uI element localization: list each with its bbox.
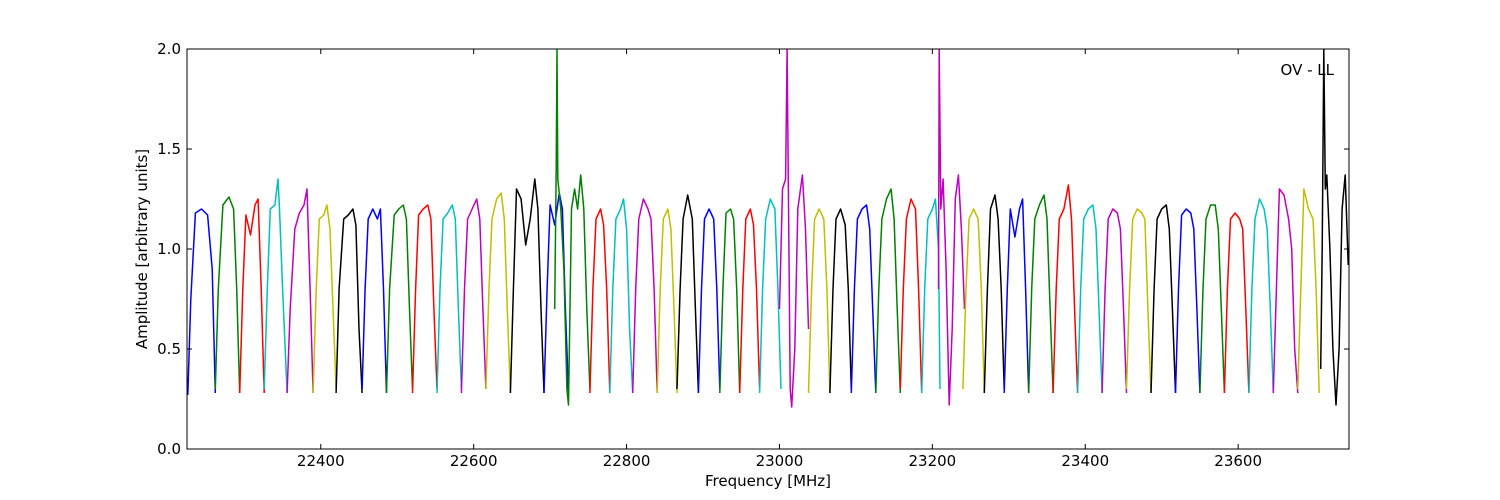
y-tick-label: 0.5 (157, 340, 181, 358)
series-line-1 (187, 208, 217, 396)
series-line-3 (238, 198, 265, 394)
x-tick-label: 22600 (450, 452, 498, 470)
series-line-17 (589, 208, 611, 394)
x-axis-label: Frequency [MHz] (705, 472, 831, 490)
x-tick-label: 22800 (603, 452, 651, 470)
series-line-34 (962, 208, 986, 394)
series-line-8 (361, 208, 388, 394)
series-line-14 (509, 178, 545, 394)
series-line-28 (829, 208, 853, 394)
series-line-27 (807, 208, 831, 394)
series-line-42 (1150, 204, 1177, 394)
series-line-44 (1199, 204, 1226, 394)
plot-annotation: OV - LL (1281, 61, 1335, 79)
tick-layer: 22400 22600 22800 23000 23200 23400 23600 0.0 0.… (157, 40, 1349, 470)
x-tick-label: 23400 (1061, 452, 1109, 470)
series-line-18 (609, 198, 634, 394)
series-line-48 (1297, 188, 1320, 394)
series-line-37 (1027, 194, 1054, 394)
y-tick-label: 0.0 (157, 440, 181, 458)
series-line-26 (778, 49, 810, 408)
y-tick-label: 1.0 (157, 240, 181, 258)
series-line-19 (631, 198, 658, 394)
x-tick-label: 23000 (756, 452, 804, 470)
series-line-49 (1319, 49, 1349, 406)
y-tick-label: 2.0 (157, 40, 181, 58)
series-line-41 (1125, 208, 1152, 394)
series-line-7 (335, 208, 363, 394)
series-line-30 (875, 188, 902, 394)
series-line-31 (899, 198, 923, 394)
series-line-46 (1248, 198, 1275, 394)
series-line-45 (1223, 212, 1250, 394)
series-line-13 (485, 192, 512, 394)
series-line-5 (286, 188, 314, 394)
series-line-6 (312, 204, 337, 394)
series-layer (187, 49, 1349, 408)
series-line-20 (656, 208, 678, 394)
series-line-33 (937, 49, 966, 406)
series-line-11 (436, 204, 463, 394)
series-line-40 (1101, 208, 1128, 394)
series-line-47 (1272, 188, 1299, 394)
series-line-10 (411, 204, 438, 394)
series-line-39 (1076, 204, 1103, 394)
series-line-25 (758, 198, 782, 394)
series-line-23 (719, 208, 741, 394)
series-line-29 (850, 204, 877, 394)
series-line-38 (1052, 184, 1079, 394)
series-line-36 (1003, 198, 1030, 394)
series-line-4 (263, 178, 288, 394)
y-axis-label: Amplitude [arbitrary units] (133, 149, 151, 349)
series-line-12 (460, 198, 487, 394)
series-line-21 (676, 194, 700, 394)
series-line-16 (553, 49, 591, 406)
series-line-22 (697, 208, 721, 394)
x-tick-label: 23200 (909, 452, 957, 470)
series-line-24 (738, 208, 761, 394)
x-tick-label: 23600 (1214, 452, 1262, 470)
series-line-35 (983, 194, 1005, 394)
y-tick-label: 1.5 (157, 140, 181, 158)
series-line-2 (214, 196, 241, 394)
x-tick-label: 22400 (297, 452, 345, 470)
plot-frame (186, 48, 1350, 450)
series-line-43 (1174, 208, 1201, 394)
series-line-9 (385, 204, 414, 394)
